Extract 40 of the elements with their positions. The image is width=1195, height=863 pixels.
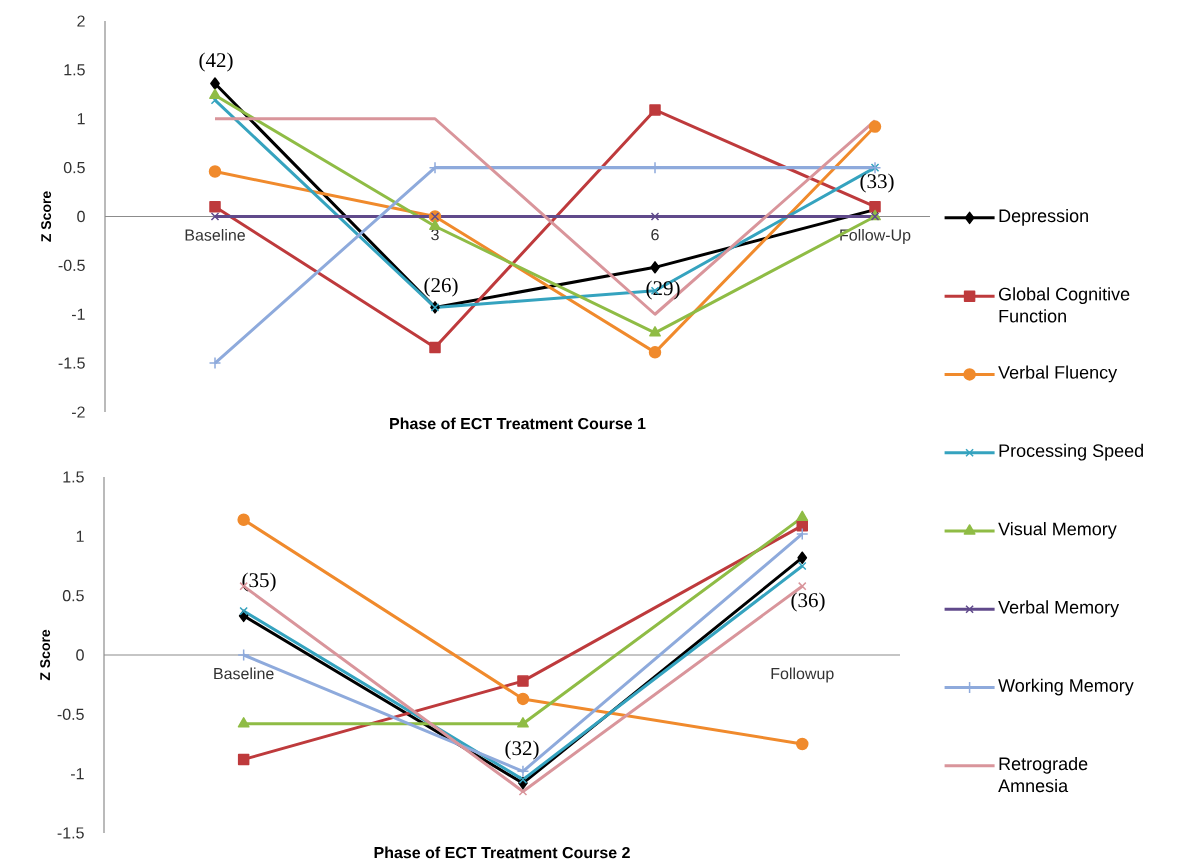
annotation: (42) — [199, 52, 233, 72]
y-tick-label: 0.5 — [63, 161, 85, 174]
legend-label: Visual Memory — [998, 522, 1117, 539]
legend-label: Verbal Fluency — [998, 365, 1118, 383]
x-axis-title: Phase of ECT Treatment Course 1 — [390, 417, 646, 430]
y-tick-label: 0 — [76, 649, 84, 661]
annotation: (32) — [505, 740, 539, 760]
y-tick-label: -1.5 — [57, 827, 84, 839]
y-tick-label: -2 — [71, 406, 85, 418]
y-tick-label: -1 — [70, 768, 84, 780]
legend-label: Depression — [999, 208, 1088, 226]
y-tick-label: -0.5 — [57, 708, 84, 720]
x-tick-label: Follow-Up — [840, 229, 911, 244]
y-tick-label: -0.5 — [58, 259, 85, 272]
y-tick-label: 0 — [77, 210, 85, 223]
legend-label: Processing Speed — [999, 443, 1143, 461]
legend-label: Retrograde Amnesia — [998, 756, 1088, 793]
y-axis-title: Z Score — [40, 629, 51, 681]
annotation: (36) — [791, 592, 825, 612]
legend-label: Global Cognitive Function — [998, 287, 1130, 323]
x-axis-title: Phase of ECT Treatment Course 2 — [374, 846, 630, 859]
y-tick-label: 0.5 — [62, 590, 84, 602]
x-tick-label: Baseline — [185, 229, 245, 241]
y-axis-title: Z Score — [41, 191, 52, 242]
annotation: (26) — [424, 277, 458, 297]
legend-label: Verbal Memory — [998, 600, 1120, 618]
y-tick-label: -1 — [71, 308, 85, 320]
y-tick-label: 1 — [76, 530, 84, 542]
legend-label: Working Memory — [998, 678, 1134, 696]
y-tick-label: -1.5 — [58, 357, 85, 369]
x-tick-label: 6 — [651, 229, 659, 241]
x-tick-label: Baseline — [214, 667, 274, 680]
y-tick-label: 1.5 — [63, 471, 84, 483]
annotation: (33) — [860, 173, 894, 193]
annotation: (35) — [242, 572, 276, 592]
y-tick-label: 1 — [77, 113, 85, 125]
x-tick-label: Followup — [771, 667, 834, 683]
y-tick-label: 2 — [77, 15, 85, 27]
annotation: (29) — [646, 280, 680, 300]
y-tick-label: 1.5 — [64, 64, 85, 76]
